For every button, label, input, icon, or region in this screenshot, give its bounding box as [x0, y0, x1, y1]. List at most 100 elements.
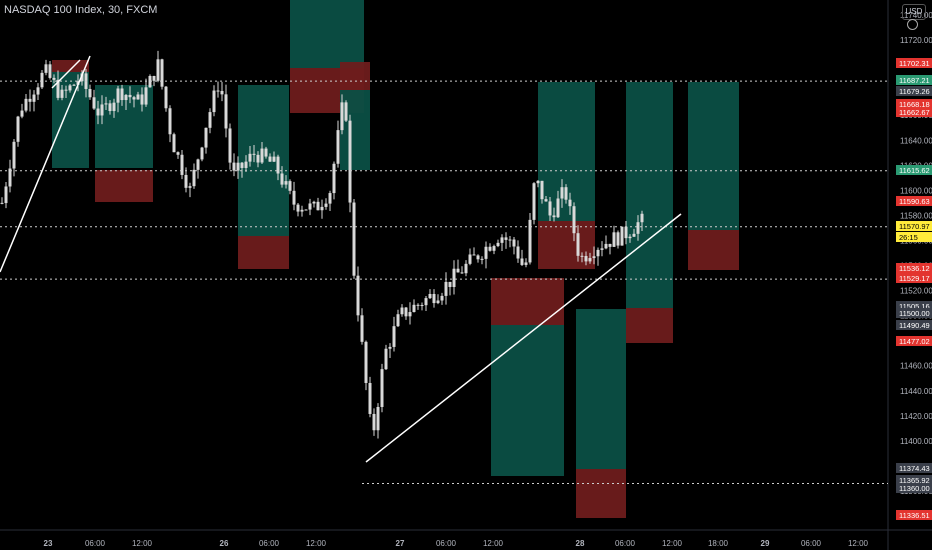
candle-body	[312, 201, 316, 204]
currency-button[interactable]: USD	[902, 4, 926, 20]
gear-icon[interactable]	[907, 19, 918, 30]
candle-body	[424, 298, 428, 306]
candle-body	[488, 246, 492, 251]
candle-body	[344, 102, 348, 121]
candle-body	[44, 64, 48, 73]
candle-body	[356, 275, 360, 316]
candle-body	[292, 190, 296, 205]
candle-body	[40, 72, 44, 88]
candle-body	[568, 199, 572, 207]
candle-body	[256, 154, 260, 163]
stop-zone[interactable]	[238, 236, 289, 269]
stop-zone[interactable]	[626, 308, 673, 343]
price-label-tag	[896, 75, 932, 85]
candle-body	[48, 64, 52, 78]
candle-body	[32, 94, 36, 102]
stop-zone[interactable]	[576, 469, 626, 518]
stop-zone[interactable]	[95, 170, 153, 202]
candle-body	[528, 219, 532, 263]
candle-body	[400, 307, 404, 315]
x-tick-label: 27	[396, 539, 405, 548]
price-label-text: 11536.12	[899, 264, 930, 273]
candle-body	[232, 162, 236, 171]
candle-body	[436, 300, 440, 304]
profit-zone[interactable]	[340, 90, 370, 170]
profit-zone[interactable]	[290, 0, 364, 68]
price-label-text: 11505.16	[899, 302, 930, 311]
price-label-tag	[896, 320, 932, 330]
candle-body	[248, 153, 252, 162]
price-label-text: 11702.31	[899, 59, 930, 68]
candle-body	[540, 180, 544, 200]
candle-body	[272, 156, 276, 162]
candle-body	[636, 222, 640, 234]
candle-body	[604, 243, 608, 249]
price-label-tag	[896, 232, 932, 242]
y-tick-label: 11580.00	[900, 211, 932, 220]
price-label-text: 11668.18	[899, 100, 930, 109]
price-label-tag	[896, 463, 932, 473]
candle-body	[168, 108, 172, 135]
profit-zone[interactable]	[576, 309, 626, 469]
candle-body	[380, 369, 384, 407]
x-tick-label: 12:00	[306, 539, 327, 548]
stop-zone[interactable]	[340, 62, 370, 90]
price-label-text: 11590.63	[899, 197, 930, 206]
candle-body	[148, 76, 152, 88]
profit-zone[interactable]	[491, 325, 564, 476]
candle-body	[340, 102, 344, 131]
candle-body	[504, 237, 508, 240]
candle-body	[268, 156, 272, 162]
candle-body	[96, 108, 100, 116]
candle-body	[564, 187, 568, 200]
candle-body	[396, 314, 400, 327]
profit-zone[interactable]	[688, 82, 739, 230]
price-label-text: 11490.49	[899, 321, 930, 330]
price-label-tag	[896, 483, 932, 493]
candle-body	[404, 307, 408, 317]
price-label-text: 11679.26	[899, 87, 930, 96]
candle-body	[244, 161, 248, 168]
candle-body	[320, 206, 324, 211]
candle-body	[456, 268, 460, 273]
price-label-text: 11662.67	[899, 108, 930, 117]
candle-body	[576, 233, 580, 256]
stop-zone[interactable]	[688, 230, 739, 270]
candle-body	[88, 88, 92, 98]
candle-body	[520, 258, 524, 265]
trendline[interactable]	[0, 55, 91, 273]
trendline[interactable]	[51, 59, 81, 89]
x-tick-label: 06:00	[436, 539, 457, 548]
y-tick-label: 11740.00	[900, 11, 932, 20]
candle-body	[260, 148, 264, 163]
candle-body	[56, 79, 60, 98]
candle-body	[80, 73, 84, 82]
candle-body	[360, 315, 364, 342]
candle-body	[192, 169, 196, 187]
profit-zone[interactable]	[626, 82, 673, 308]
stop-zone[interactable]	[52, 60, 89, 72]
profit-zone[interactable]	[95, 85, 153, 168]
candle-body	[496, 242, 500, 247]
candle-body	[276, 156, 280, 174]
candle-body	[580, 255, 584, 257]
price-label-tag	[896, 221, 932, 231]
candle-body	[552, 215, 556, 218]
candle-body	[20, 110, 24, 117]
candle-body	[72, 84, 76, 86]
stop-zone[interactable]	[491, 278, 564, 325]
candle-body	[136, 94, 140, 100]
candle-body	[452, 268, 456, 287]
candle-body	[544, 199, 548, 202]
x-tick-label: 12:00	[132, 539, 153, 548]
x-tick-label: 06:00	[801, 539, 822, 548]
trendline[interactable]	[365, 213, 682, 463]
candle-body	[408, 312, 412, 317]
candle-body	[440, 295, 444, 301]
x-tick-label: 28	[576, 539, 585, 548]
x-tick-label: 06:00	[85, 539, 106, 548]
candle-body	[152, 76, 156, 81]
price-label-text: 11374.43	[899, 464, 930, 473]
candle-body	[324, 203, 328, 207]
